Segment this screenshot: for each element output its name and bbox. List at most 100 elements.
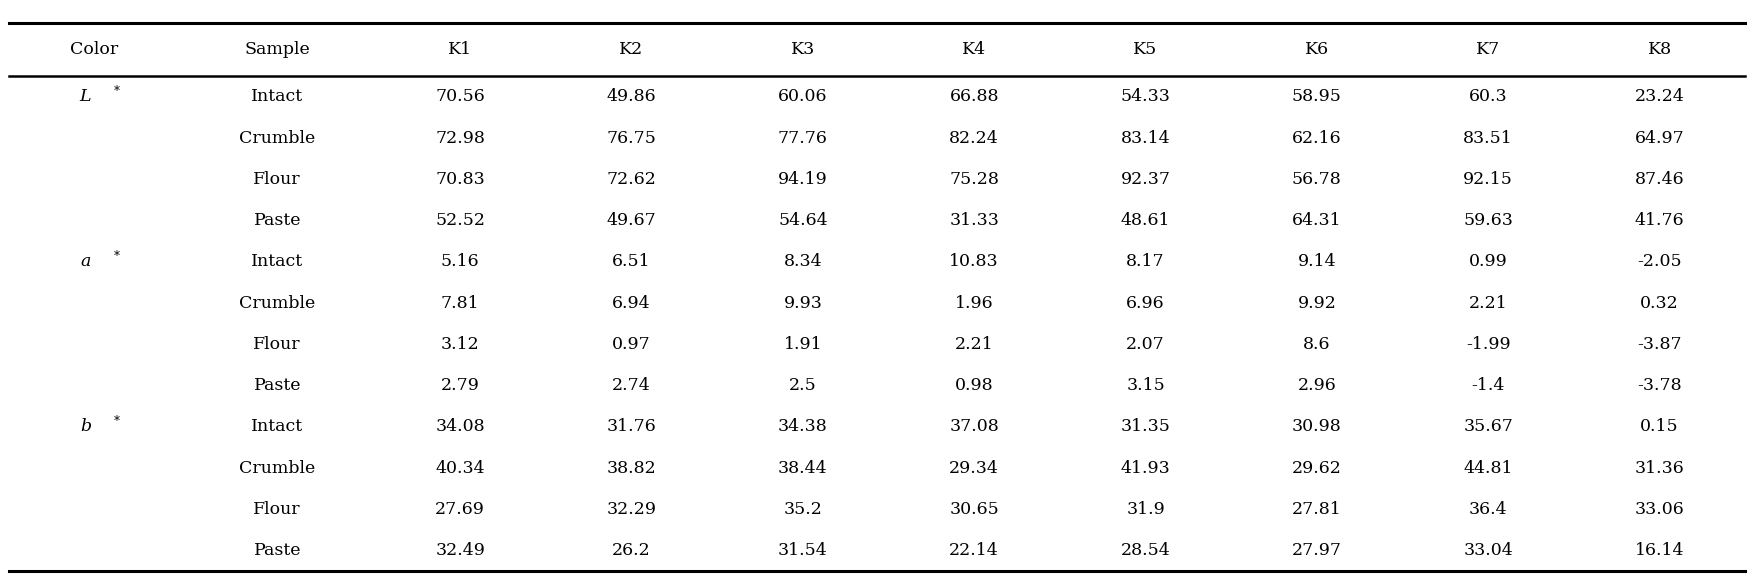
Text: 27.69: 27.69 [435,501,486,518]
Text: *: * [114,415,121,428]
Text: K7: K7 [1477,41,1500,58]
Text: 0.15: 0.15 [1640,418,1679,435]
Text: 75.28: 75.28 [949,171,1000,188]
Text: Crumble: Crumble [239,460,316,477]
Text: 10.83: 10.83 [949,253,1000,270]
Text: 1.96: 1.96 [954,295,993,312]
Text: 27.97: 27.97 [1293,542,1342,559]
Text: 26.2: 26.2 [612,542,651,559]
Text: 52.52: 52.52 [435,212,486,229]
Text: 82.24: 82.24 [949,130,1000,147]
Text: 54.64: 54.64 [779,212,828,229]
Text: Paste: Paste [254,212,302,229]
Text: K5: K5 [1133,41,1158,58]
Text: 22.14: 22.14 [949,542,1000,559]
Text: 35.67: 35.67 [1463,418,1514,435]
Text: 8.6: 8.6 [1303,336,1331,353]
Text: 3.12: 3.12 [440,336,479,353]
Text: 2.96: 2.96 [1298,377,1337,394]
Text: Paste: Paste [254,542,302,559]
Text: 2.21: 2.21 [1468,295,1508,312]
Text: -3.87: -3.87 [1636,336,1682,353]
Text: 70.83: 70.83 [435,171,486,188]
Text: Crumble: Crumble [239,130,316,147]
Text: Flour: Flour [254,171,302,188]
Text: 33.06: 33.06 [1635,501,1684,518]
Text: 60.06: 60.06 [779,88,828,105]
Text: 2.07: 2.07 [1126,336,1165,353]
Text: 0.99: 0.99 [1468,253,1508,270]
Text: K3: K3 [791,41,816,58]
Text: 76.75: 76.75 [607,130,656,147]
Text: -3.78: -3.78 [1636,377,1682,394]
Text: 6.96: 6.96 [1126,295,1165,312]
Text: 70.56: 70.56 [435,88,486,105]
Text: 49.86: 49.86 [607,88,656,105]
Text: 1.91: 1.91 [784,336,823,353]
Text: 29.34: 29.34 [949,460,1000,477]
Text: 31.76: 31.76 [607,418,656,435]
Text: 6.94: 6.94 [612,295,651,312]
Text: a: a [81,253,91,270]
Text: 92.15: 92.15 [1463,171,1514,188]
Text: -1.4: -1.4 [1472,377,1505,394]
Text: Intact: Intact [251,253,303,270]
Text: 2.21: 2.21 [954,336,993,353]
Text: 94.19: 94.19 [779,171,828,188]
Text: 49.67: 49.67 [607,212,656,229]
Text: 54.33: 54.33 [1121,88,1170,105]
Text: 62.16: 62.16 [1293,130,1342,147]
Text: 34.38: 34.38 [779,418,828,435]
Text: 8.34: 8.34 [784,253,823,270]
Text: 29.62: 29.62 [1293,460,1342,477]
Text: -2.05: -2.05 [1636,253,1682,270]
Text: 33.04: 33.04 [1463,542,1514,559]
Text: 56.78: 56.78 [1293,171,1342,188]
Text: 30.65: 30.65 [949,501,1000,518]
Text: 41.76: 41.76 [1635,212,1684,229]
Text: Crumble: Crumble [239,295,316,312]
Text: -1.99: -1.99 [1466,336,1510,353]
Text: 31.54: 31.54 [779,542,828,559]
Text: 31.36: 31.36 [1635,460,1684,477]
Text: 31.35: 31.35 [1121,418,1170,435]
Text: 7.81: 7.81 [440,295,479,312]
Text: 64.97: 64.97 [1635,130,1684,147]
Text: 32.49: 32.49 [435,542,486,559]
Text: 87.46: 87.46 [1635,171,1684,188]
Text: Sample: Sample [244,41,310,58]
Text: Color: Color [70,41,119,58]
Text: 0.98: 0.98 [954,377,993,394]
Text: Flour: Flour [254,336,302,353]
Text: 28.54: 28.54 [1121,542,1170,559]
Text: 0.32: 0.32 [1640,295,1679,312]
Text: Paste: Paste [254,377,302,394]
Text: 27.81: 27.81 [1293,501,1342,518]
Text: 72.98: 72.98 [435,130,486,147]
Text: 34.08: 34.08 [435,418,484,435]
Text: 30.98: 30.98 [1293,418,1342,435]
Text: K4: K4 [963,41,986,58]
Text: 83.14: 83.14 [1121,130,1170,147]
Text: 66.88: 66.88 [949,88,1000,105]
Text: 5.16: 5.16 [440,253,479,270]
Text: 64.31: 64.31 [1293,212,1342,229]
Text: 6.51: 6.51 [612,253,651,270]
Text: 9.93: 9.93 [784,295,823,312]
Text: 72.62: 72.62 [607,171,656,188]
Text: K8: K8 [1647,41,1672,58]
Text: K6: K6 [1305,41,1330,58]
Text: 41.93: 41.93 [1121,460,1170,477]
Text: 2.74: 2.74 [612,377,651,394]
Text: 9.14: 9.14 [1298,253,1337,270]
Text: 58.95: 58.95 [1293,88,1342,105]
Text: 38.82: 38.82 [607,460,656,477]
Text: 48.61: 48.61 [1121,212,1170,229]
Text: 77.76: 77.76 [777,130,828,147]
Text: 83.51: 83.51 [1463,130,1514,147]
Text: *: * [114,85,121,98]
Text: *: * [114,250,121,263]
Text: 9.92: 9.92 [1298,295,1337,312]
Text: 38.44: 38.44 [779,460,828,477]
Text: b: b [79,418,91,435]
